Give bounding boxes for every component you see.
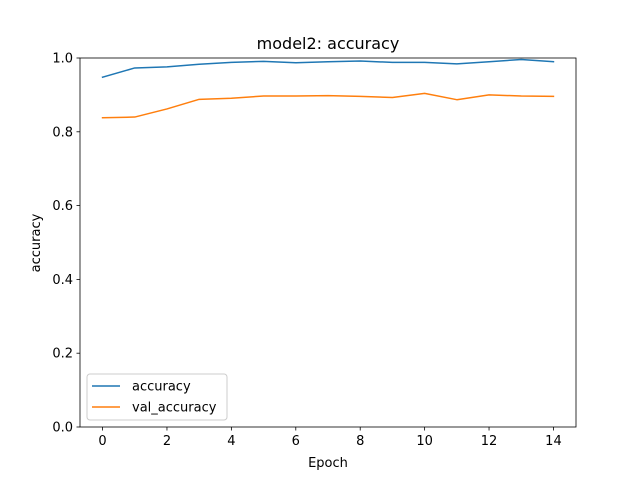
x-tick-label: 10 [416,434,433,449]
x-tick-label: 14 [545,434,562,449]
axes-frame [79,57,577,428]
y-tick-label: 0.4 [52,273,73,288]
x-tick-label: 6 [292,434,300,449]
x-tick-label: 0 [98,434,106,449]
y-tick-label: 0.0 [52,421,73,436]
y-tick-label: 0.8 [52,125,73,140]
x-tick-label: 2 [163,434,171,449]
y-tick-label: 0.6 [52,199,73,214]
series-line-val_accuracy [101,92,555,119]
series-line-accuracy [101,58,555,79]
y-axis-label: accuracy [29,213,44,272]
legend-box [86,373,228,421]
x-axis-label: Epoch [308,456,348,471]
legend-label-accuracy: accuracy [132,380,191,395]
chart-title: model2: accuracy [257,34,400,53]
legend: accuracy val_accuracy [86,373,228,421]
y-tick-label: 0.2 [52,347,73,362]
x-tick-label: 4 [227,434,235,449]
plot-area [101,58,555,119]
y-tick-label: 1.0 [52,52,73,67]
axes: 0 2 4 6 8 10 12 14 0.0 0.2 0.4 0.6 0.8 1.0 [52,52,577,449]
legend-label-val_accuracy: val_accuracy [132,401,217,416]
x-tick-label: 12 [481,434,498,449]
x-tick-label: 8 [356,434,364,449]
